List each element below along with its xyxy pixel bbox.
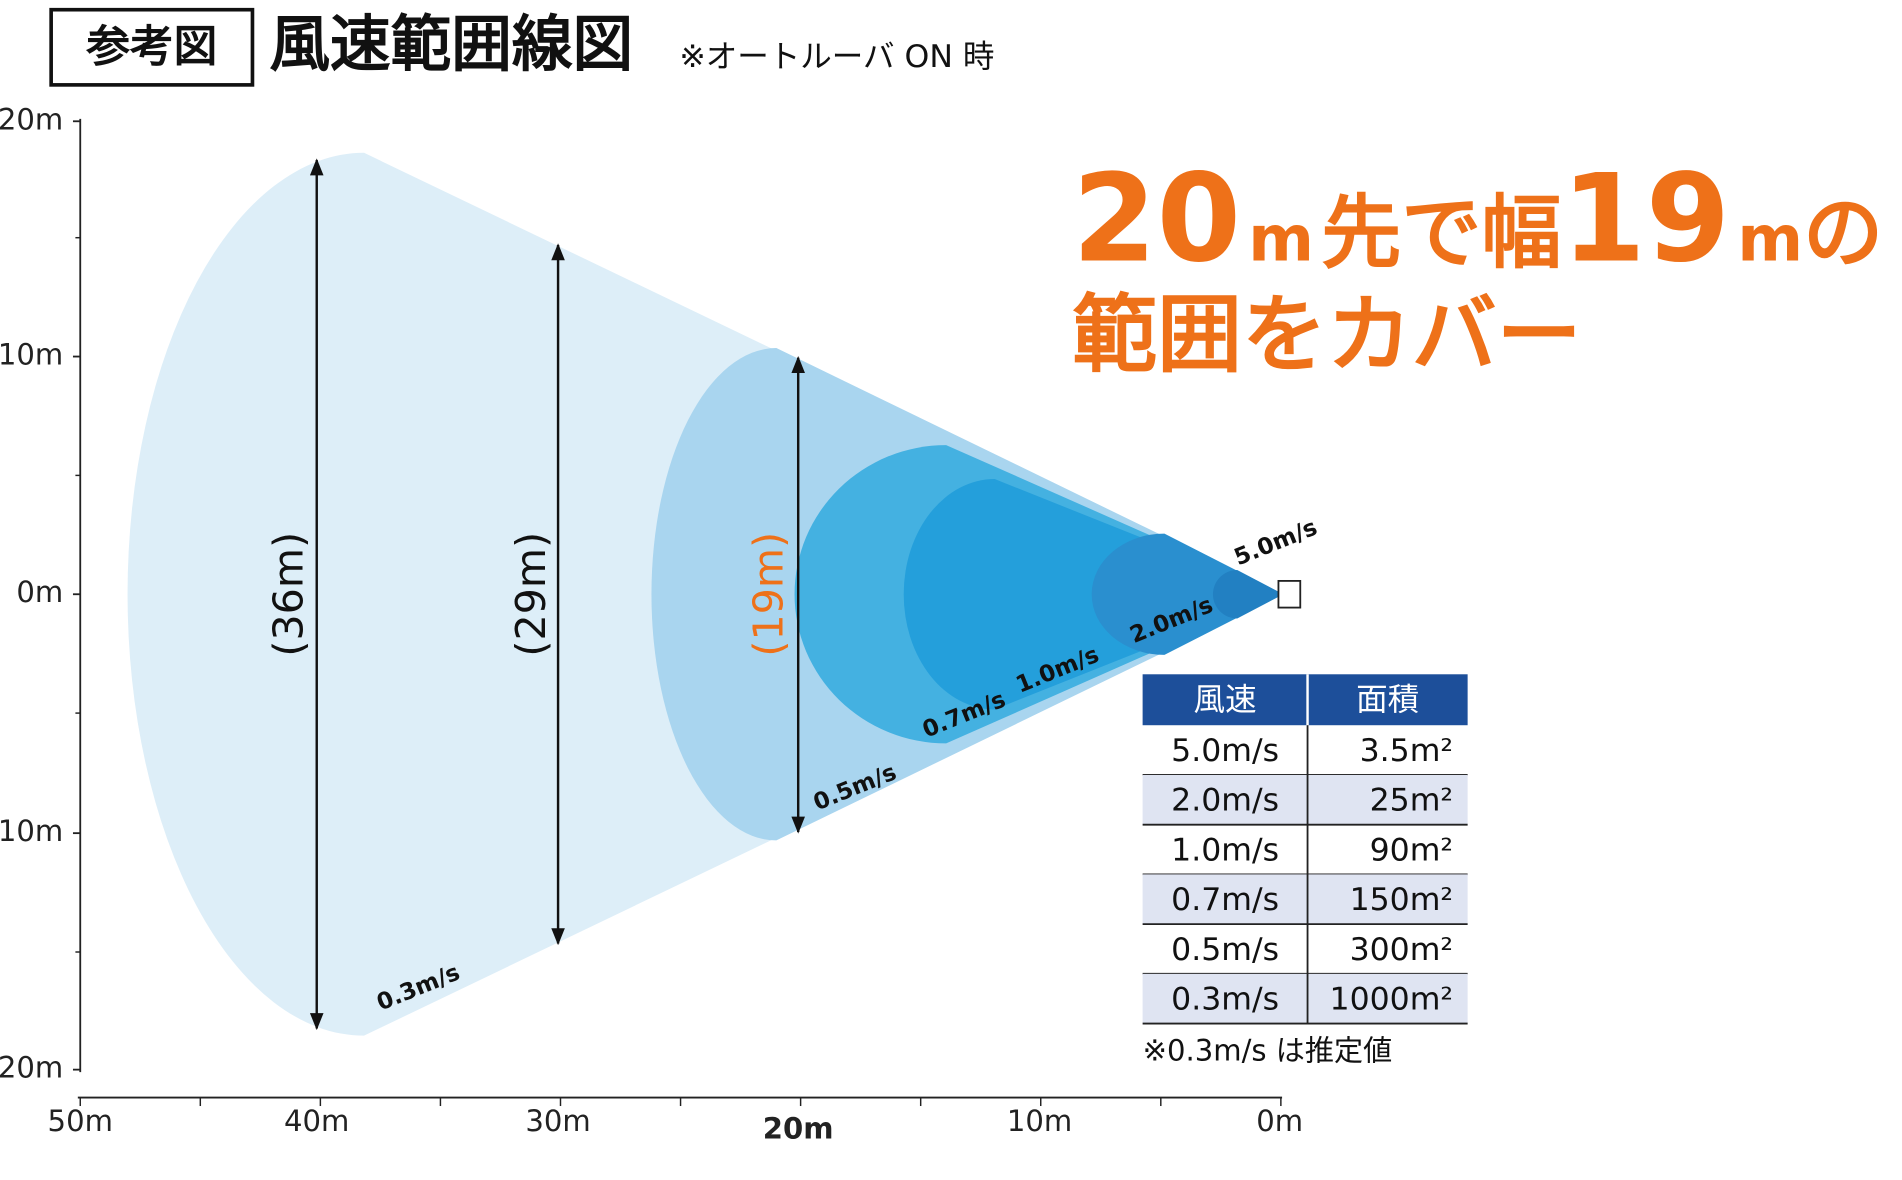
x-tick-label: 0m bbox=[1256, 1104, 1303, 1138]
table-cell: 1.0m/s bbox=[1171, 832, 1279, 868]
title: 風速範囲線図 bbox=[269, 10, 633, 80]
headline-line2: 範囲をカバー bbox=[1072, 286, 1581, 385]
cone-5-0 bbox=[1212, 569, 1284, 619]
y-tick-label: 20m bbox=[0, 1051, 63, 1085]
y-tick-label: 10m bbox=[0, 338, 63, 372]
table-cell: 150m² bbox=[1350, 882, 1454, 918]
table-row-bg bbox=[1142, 774, 1468, 825]
table-row-bg bbox=[1142, 973, 1468, 1024]
table-cell: 2.0m/s bbox=[1171, 783, 1279, 819]
y-tick-label: 20m bbox=[0, 102, 63, 136]
table-cell: 90m² bbox=[1370, 832, 1453, 868]
y-tick-label: 0m bbox=[16, 575, 63, 609]
table-row-bg bbox=[1142, 874, 1468, 925]
table-header-cell: 面積 bbox=[1356, 682, 1419, 718]
table-cell: 5.0m/s bbox=[1171, 733, 1279, 769]
table-cell: 0.5m/s bbox=[1171, 932, 1279, 968]
table-header-cell: 風速 bbox=[1194, 682, 1257, 718]
unit bbox=[1277, 579, 1302, 609]
headline-line1: 20 m 先で幅19 mの bbox=[1072, 148, 1883, 290]
headline-unit: m bbox=[1248, 202, 1314, 276]
x-tick-label: 10m bbox=[1007, 1104, 1072, 1138]
table: 風速 面積 5.0m/s 3.5m² 2.0m/s 25m² 1.0m/s 90m² 0.7m/… bbox=[1142, 674, 1468, 1025]
table-cell: 0.3m/s bbox=[1171, 982, 1279, 1018]
x-tick-label: 50m bbox=[48, 1104, 113, 1138]
table-cell: 1000m² bbox=[1330, 982, 1454, 1018]
footnote: ※0.3m/s は推定値 bbox=[1143, 1034, 1393, 1068]
headline-number: 20 bbox=[1072, 148, 1241, 290]
width-label: (19m) bbox=[745, 532, 793, 657]
label: 参考図 bbox=[85, 22, 217, 73]
x-tick-label: 20m bbox=[763, 1111, 834, 1145]
speed-label: 5.0m/s bbox=[1231, 515, 1321, 572]
headline-number: 19 bbox=[1561, 148, 1730, 290]
x-tick-label: 30m bbox=[525, 1104, 590, 1138]
headline-text: の bbox=[1803, 187, 1883, 280]
x-tick-label: 40m bbox=[284, 1104, 349, 1138]
cones bbox=[127, 152, 1302, 1036]
headline-text: 先で幅 bbox=[1321, 187, 1561, 280]
cone-2-0 bbox=[1091, 533, 1284, 655]
note: ※オートルーバ ON 時 bbox=[679, 39, 994, 75]
width-label: (36m) bbox=[264, 532, 312, 657]
table-cell: 3.5m² bbox=[1360, 733, 1453, 769]
label-box bbox=[49, 7, 255, 87]
width-label: (29m) bbox=[507, 532, 555, 657]
table-header-bg bbox=[1142, 674, 1468, 726]
table-cell: 0.7m/s bbox=[1171, 882, 1279, 918]
table-cell: 300m² bbox=[1350, 932, 1454, 968]
headline-unit: m bbox=[1737, 202, 1803, 276]
y-tick-label: 10m bbox=[0, 814, 63, 848]
table-cell: 25m² bbox=[1370, 783, 1453, 819]
